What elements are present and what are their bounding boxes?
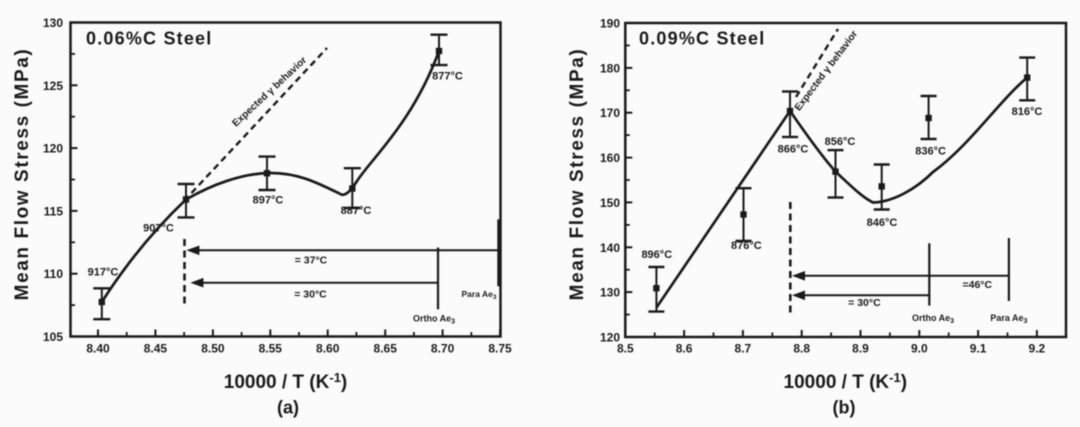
svg-text:907°C: 907°C [143, 223, 174, 235]
svg-text:876°C: 876°C [731, 240, 762, 252]
svg-text:Expected γ behavior: Expected γ behavior [793, 29, 860, 113]
svg-text:105: 105 [43, 330, 63, 344]
svg-text:8.45: 8.45 [144, 342, 168, 356]
svg-text:140: 140 [600, 241, 620, 255]
svg-text:110: 110 [44, 267, 64, 281]
svg-text:0.09%C Steel: 0.09%C Steel [639, 29, 765, 49]
svg-text:896°C: 896°C [641, 249, 672, 261]
svg-text:Mean Flow Stress (MPa): Mean Flow Stress (MPa) [12, 48, 33, 301]
svg-text:866°C: 866°C [778, 144, 809, 156]
svg-text:8.5: 8.5 [617, 342, 634, 356]
svg-text:180: 180 [600, 61, 620, 75]
svg-text:130: 130 [600, 286, 620, 300]
svg-text:Ortho Ae3: Ortho Ae3 [413, 314, 455, 326]
svg-text:= 30°C: = 30°C [294, 289, 327, 301]
svg-text:= 30°C: = 30°C [848, 297, 881, 309]
svg-text:Para Ae3: Para Ae3 [990, 313, 1027, 325]
svg-text:115: 115 [44, 204, 64, 218]
svg-text:Mean Flow Stress (MPa): Mean Flow Stress (MPa) [567, 48, 588, 301]
svg-text:8.75: 8.75 [488, 342, 512, 356]
svg-text:836°C: 836°C [915, 145, 946, 157]
svg-text:0.06%C Steel: 0.06%C Steel [86, 29, 212, 49]
svg-text:8.40: 8.40 [86, 342, 110, 356]
svg-text:190: 190 [600, 17, 620, 31]
svg-text:10000 / T (K-1): 10000 / T (K-1) [224, 370, 348, 393]
svg-text:877°C: 877°C [432, 71, 463, 83]
svg-text:8.7: 8.7 [735, 342, 752, 356]
svg-text:816°C: 816°C [1012, 106, 1043, 118]
svg-text:Ortho Ae3: Ortho Ae3 [912, 313, 954, 325]
svg-text:(a): (a) [277, 398, 299, 418]
svg-text:8.6: 8.6 [676, 342, 693, 356]
svg-text:150: 150 [600, 196, 620, 210]
svg-text:(b): (b) [833, 398, 856, 418]
svg-text:8.70: 8.70 [431, 342, 455, 356]
svg-text:8.60: 8.60 [316, 342, 340, 356]
svg-text:9.1: 9.1 [970, 342, 987, 356]
svg-text:Expected γ behavior: Expected γ behavior [230, 55, 309, 129]
svg-text:125: 125 [43, 79, 63, 93]
svg-text:917°C: 917°C [88, 267, 119, 279]
svg-text:9.2: 9.2 [1029, 342, 1046, 356]
svg-text:120: 120 [43, 142, 63, 156]
svg-text:856°C: 856°C [825, 136, 856, 148]
svg-text:9.0: 9.0 [911, 342, 928, 356]
svg-text:120: 120 [600, 331, 620, 345]
svg-text:160: 160 [600, 151, 620, 165]
svg-text:=46°C: =46°C [963, 279, 993, 291]
svg-text:846°C: 846°C [867, 217, 898, 229]
svg-text:897°C: 897°C [253, 195, 284, 207]
svg-text:8.50: 8.50 [201, 342, 225, 356]
svg-text:Para Ae3: Para Ae3 [462, 289, 497, 301]
svg-text:8.65: 8.65 [374, 342, 398, 356]
svg-text:8.55: 8.55 [259, 342, 283, 356]
svg-text:8.9: 8.9 [852, 342, 869, 356]
svg-text:10000 / T (K-1): 10000 / T (K-1) [784, 370, 908, 393]
svg-text:887°C: 887°C [341, 205, 372, 217]
svg-text:8.8: 8.8 [793, 342, 810, 356]
svg-text:= 37°C: = 37°C [295, 255, 328, 267]
svg-text:130: 130 [43, 16, 63, 30]
svg-text:170: 170 [600, 106, 620, 120]
